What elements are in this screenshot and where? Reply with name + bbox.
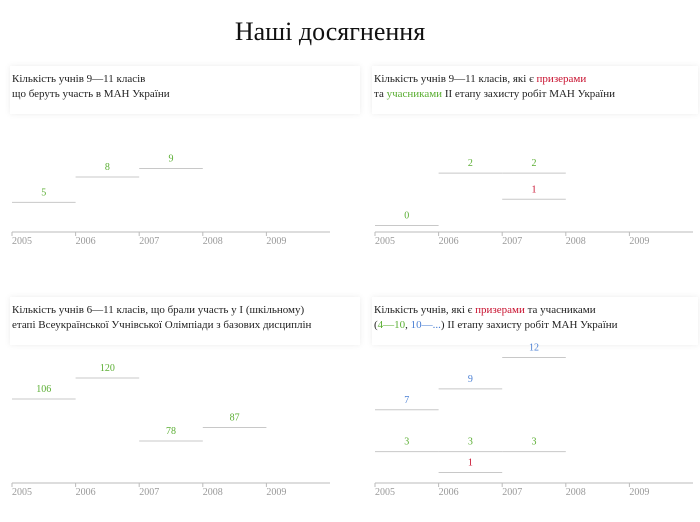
x-tick-label: 2009 xyxy=(629,236,649,247)
x-tick-label: 2006 xyxy=(439,236,459,247)
value-label: 120 xyxy=(100,363,115,374)
title-text: що беруть участь в МАН України xyxy=(12,88,170,100)
legend-entry: призерами xyxy=(536,73,587,85)
legend-entry: 10—... xyxy=(410,319,441,331)
value-label: 2 xyxy=(532,158,537,169)
value-label: 2 xyxy=(468,158,473,169)
title-text: ) ІІ етапу захисту робіт МАН України xyxy=(440,319,618,331)
title-text: Кількість учнів, які є xyxy=(374,304,476,316)
x-tick-label: 2005 xyxy=(12,487,32,498)
slide-title: Наші досягнення xyxy=(202,15,458,48)
value-label: 1 xyxy=(468,458,473,469)
value-label: 78 xyxy=(166,426,176,437)
x-tick-label: 2006 xyxy=(76,487,96,498)
legend-entry: 4—10 xyxy=(377,319,406,331)
title-text: та xyxy=(374,88,387,100)
x-tick-label: 2005 xyxy=(12,236,32,247)
x-tick-label: 2007 xyxy=(502,487,522,498)
title-text: Кількість учнів 6—11 класів, що брали уч… xyxy=(12,304,305,316)
value-label: 5 xyxy=(41,187,46,198)
value-label: 9 xyxy=(468,374,473,385)
x-tick-label: 2005 xyxy=(375,487,395,498)
legend-entry: учасниками xyxy=(386,88,443,100)
chart-title: Кількість учнів, які є призерами та учас… xyxy=(372,297,698,345)
title-text: та учасниками xyxy=(524,304,596,316)
title-text: етапі Всеукраїнської Учнівської Олімпіад… xyxy=(12,319,312,331)
x-tick-label: 2007 xyxy=(139,236,159,247)
title-text: Кількість учнів 9—11 класів, які є xyxy=(374,73,537,85)
chart-title: Кількість учнів 6—11 класів, що брали уч… xyxy=(10,297,360,345)
value-label: 3 xyxy=(468,437,473,448)
x-tick-label: 2009 xyxy=(629,487,649,498)
x-tick-label: 2005 xyxy=(375,236,395,247)
value-label: 0 xyxy=(404,210,409,221)
x-tick-label: 2006 xyxy=(439,487,459,498)
x-tick-label: 2007 xyxy=(502,236,522,247)
title-text: Кількість учнів 9—11 класів xyxy=(12,73,146,85)
title-text: , xyxy=(405,319,411,331)
title-text: ( xyxy=(374,319,378,331)
x-tick-label: 2007 xyxy=(139,487,159,498)
x-tick-label: 2008 xyxy=(203,487,223,498)
value-label: 1 xyxy=(532,184,537,195)
value-label: 3 xyxy=(404,437,409,448)
value-label: 3 xyxy=(532,437,537,448)
x-tick-label: 2008 xyxy=(566,487,586,498)
value-label: 7 xyxy=(404,395,409,406)
x-tick-label: 2009 xyxy=(266,487,286,498)
chart-title: Кількість учнів 9—11 класів, які є призе… xyxy=(372,66,698,114)
value-label: 106 xyxy=(36,384,51,395)
legend-entry: призерами xyxy=(475,304,525,316)
value-label: 12 xyxy=(529,342,539,353)
title-text: ІІ етапу захисту робіт МАН України xyxy=(442,88,616,100)
x-tick-label: 2006 xyxy=(76,236,96,247)
x-tick-label: 2008 xyxy=(566,236,586,247)
value-label: 8 xyxy=(105,162,110,173)
value-label: 9 xyxy=(169,153,174,164)
chart-title: Кількість учнів 9—11 класів що беруть уча… xyxy=(10,66,360,114)
x-tick-label: 2008 xyxy=(203,236,223,247)
x-tick-label: 2009 xyxy=(266,236,286,247)
value-label: 87 xyxy=(230,413,240,424)
